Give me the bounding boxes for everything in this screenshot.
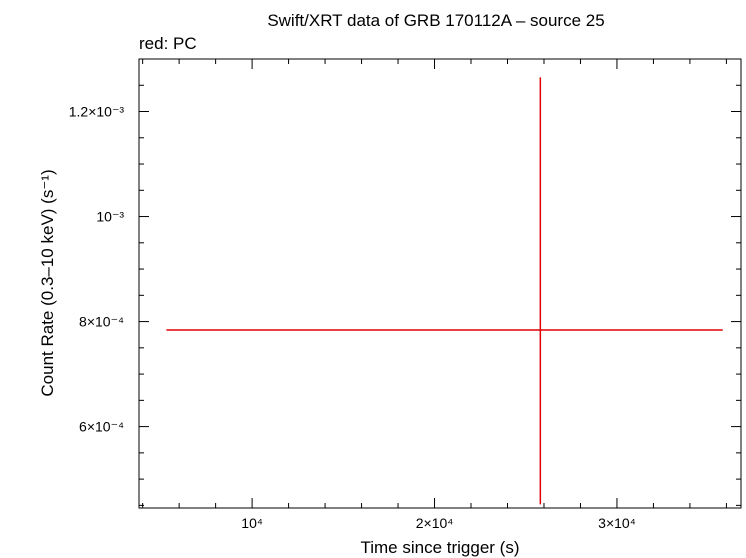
plot-frame	[138, 58, 742, 509]
x-tick-label: 2×10⁴	[416, 515, 454, 531]
x-tick-label: 3×10⁴	[598, 515, 636, 531]
y-tick-label: 1.2×10⁻³	[69, 104, 125, 120]
x-tick-label: 10⁴	[241, 515, 263, 531]
x-axis-label: Time since trigger (s)	[360, 538, 519, 557]
chart-title: Swift/XRT data of GRB 170112A – source 2…	[267, 11, 604, 30]
y-tick-label: 10⁻³	[96, 209, 124, 225]
axes: 10⁴ 2×10⁴ 3×10⁴ 6×10⁻⁴ 8×10⁻⁴ 10⁻³ 1.2×10⁻³	[69, 59, 741, 531]
chart-subtitle: red: PC	[139, 34, 197, 53]
y-tick-label: 6×10⁻⁴	[79, 419, 124, 435]
y-axis-label: Count Rate (0.3–10 keV) (s⁻¹)	[38, 169, 57, 396]
y-tick-label: 8×10⁻⁴	[79, 314, 124, 330]
data-series	[166, 77, 723, 505]
